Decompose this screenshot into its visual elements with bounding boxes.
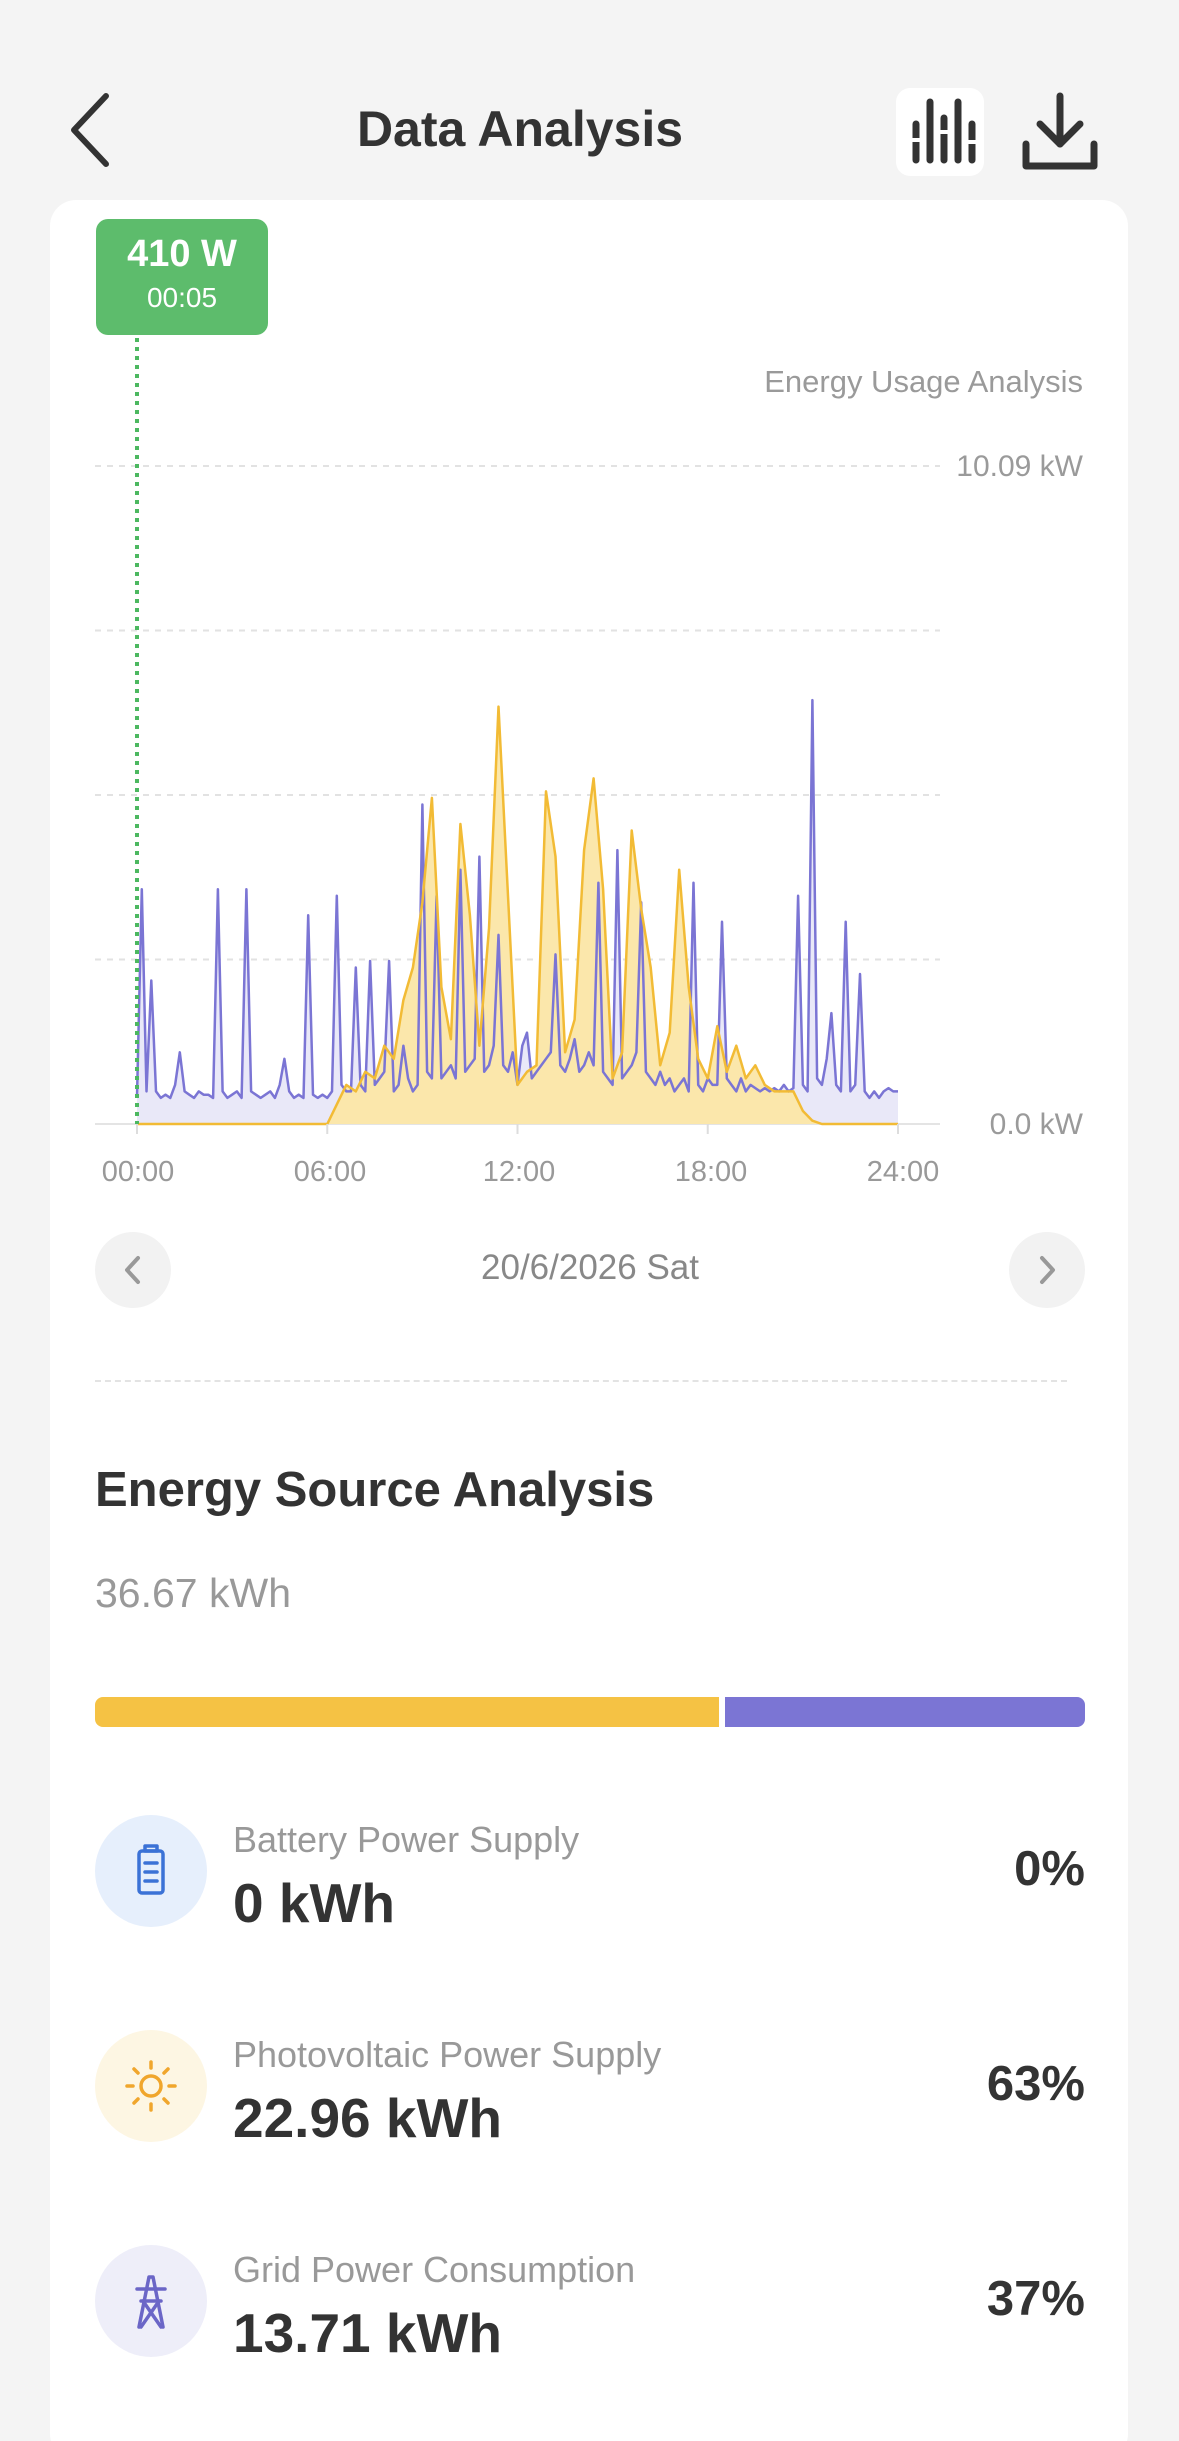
back-button[interactable] [56, 90, 126, 170]
x-tick-label: 12:00 [482, 1156, 556, 1188]
chevron-left-icon [125, 1256, 140, 1284]
source-ratio-bar [95, 1697, 1085, 1727]
sun-icon [95, 2030, 207, 2142]
source-label: Battery Power Supply [233, 1819, 580, 1860]
pv-series-line [137, 705, 898, 1126]
source-label: Photovoltaic Power Supply [233, 2034, 662, 2075]
grid-tower-icon [95, 2245, 207, 2357]
x-axis-ticks [136, 1124, 899, 1134]
x-tick-label: 18:00 [674, 1156, 748, 1188]
tooltip-value: 410 W [127, 233, 237, 275]
bar-chart-icon [910, 98, 978, 164]
total-energy: 36.67 kWh [95, 1570, 291, 1616]
x-tick-label: 24:00 [866, 1156, 940, 1188]
chart-tooltip: 410 W 00:05 [96, 219, 268, 335]
source-item-battery[interactable]: Battery Power Supply 0 kWh 0% [95, 1815, 1085, 1935]
selected-date[interactable]: 20/6/2026 Sat [481, 1248, 699, 1287]
header: Data Analysis [0, 60, 1179, 200]
grid-series-line [135, 698, 898, 1100]
source-value: 13.71 kWh [233, 2302, 503, 2364]
grid-ratio-segment [725, 1697, 1085, 1727]
source-percent: 63% [986, 2057, 1085, 2111]
source-percent: 0% [1014, 1842, 1085, 1896]
section-title: Energy Source Analysis [95, 1463, 655, 1517]
battery-icon [95, 1815, 207, 1927]
chart-mode-button[interactable] [896, 88, 984, 176]
source-item-grid[interactable]: Grid Power Consumption 13.71 kWh 37% [95, 2245, 1085, 2365]
y-axis-max-label: 10.09 kW [956, 450, 1083, 483]
chevron-right-icon [1040, 1256, 1055, 1284]
source-item-photovoltaic[interactable]: Photovoltaic Power Supply 22.96 kWh 63% [95, 2030, 1085, 2150]
energy-usage-chart[interactable] [0, 0, 1179, 1200]
x-tick-label: 06:00 [293, 1156, 367, 1188]
y-axis-min-label: 0.0 kW [989, 1108, 1083, 1141]
source-value: 0 kWh [233, 1872, 395, 1934]
source-percent: 37% [986, 2272, 1085, 2326]
pv-ratio-segment [95, 1697, 719, 1727]
chevron-left-icon [71, 93, 109, 167]
tooltip-time: 00:05 [146, 282, 218, 313]
page-title: Data Analysis [356, 101, 684, 157]
next-day-button[interactable] [1009, 1232, 1085, 1308]
date-navigator: 20/6/2026 Sat [95, 1232, 1085, 1308]
download-icon [1022, 92, 1098, 170]
section-divider [95, 1380, 1067, 1382]
x-tick-label: 00:00 [101, 1156, 175, 1188]
download-button[interactable] [1016, 88, 1104, 176]
analysis-card [50, 200, 1128, 2441]
previous-day-button[interactable] [95, 1232, 171, 1308]
chart-title: Energy Usage Analysis [764, 364, 1083, 399]
source-value: 22.96 kWh [233, 2087, 503, 2149]
source-label: Grid Power Consumption [233, 2249, 636, 2290]
